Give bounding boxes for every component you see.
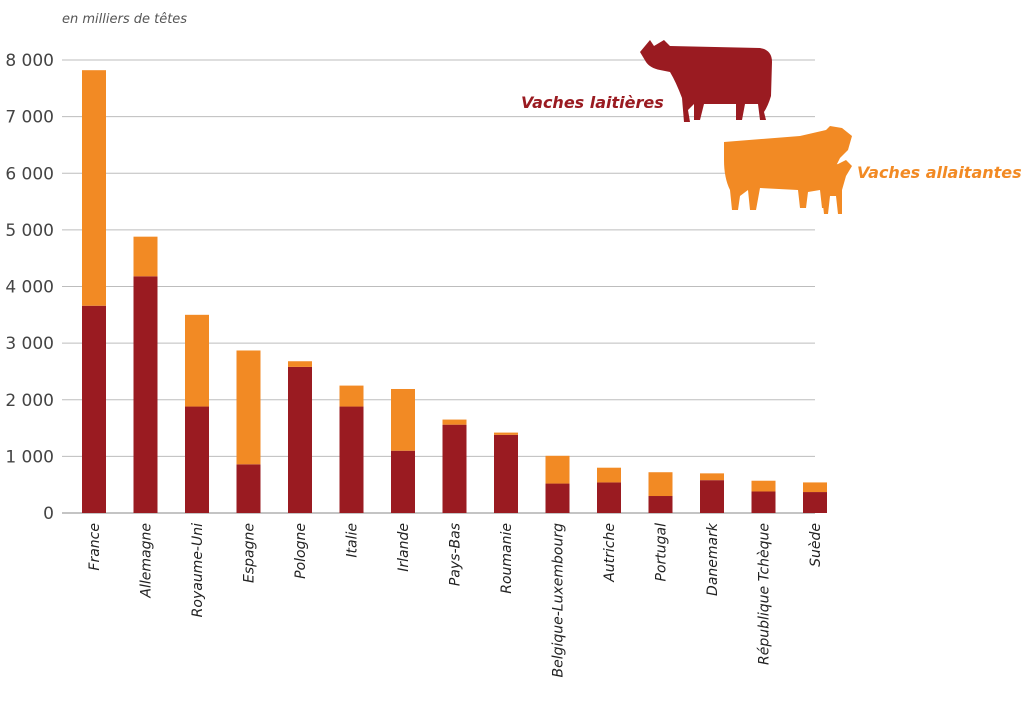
x-tick-label: Danemark <box>705 522 721 596</box>
y-axis: 0 1 000 2 000 3 000 4 000 5 000 6 000 7 000 8 00… <box>5 51 54 524</box>
bar-dairy <box>442 424 467 513</box>
bar-dairy <box>288 366 312 513</box>
bar-dairy <box>545 483 570 513</box>
bar-dairy <box>82 305 106 513</box>
y-tick-label: 0 <box>43 504 54 524</box>
x-tick-label: France <box>87 523 103 571</box>
x-tick-label: Belgique-Luxembourg <box>551 523 567 678</box>
bar-suckler <box>185 314 209 407</box>
gridlines <box>62 59 815 514</box>
legend-dairy-cows: Vaches laitières <box>521 93 664 112</box>
bar-dairy <box>236 464 261 513</box>
bar-suckler <box>597 467 621 483</box>
bar-suckler <box>236 350 261 465</box>
y-tick-label: 7 000 <box>5 108 54 128</box>
bar-suckler <box>700 473 724 481</box>
bar-dairy <box>339 406 364 513</box>
bar-dairy <box>700 480 724 513</box>
bar-dairy <box>185 406 209 513</box>
legend-suckler-cows: Vaches allaitantes <box>857 163 1022 182</box>
x-tick-label: Allemagne <box>139 523 155 599</box>
suckler-cow-icon <box>724 126 852 214</box>
x-tick-label: Roumanie <box>499 523 515 594</box>
x-tick-label: Italie <box>345 523 361 558</box>
bar-suckler <box>751 480 776 492</box>
bar-dairy <box>648 496 673 513</box>
x-tick-label: Autriche <box>602 523 618 583</box>
y-unit-label: en milliers de têtes <box>62 12 188 27</box>
x-tick-label: Pays-Bas <box>448 523 464 586</box>
bar-dairy <box>494 434 518 513</box>
x-tick-label: Espagne <box>242 523 258 583</box>
y-tick-label: 6 000 <box>5 164 54 184</box>
bar-dairy <box>751 491 776 513</box>
y-tick-label: 3 000 <box>5 334 54 354</box>
bar-suckler <box>288 361 312 367</box>
bar-dairy <box>133 276 158 513</box>
dairy-cow-icon <box>640 40 772 122</box>
bar-suckler <box>339 385 364 407</box>
y-tick-label: 8 000 <box>5 51 54 71</box>
x-tick-label: Royaume-Uni <box>190 523 206 617</box>
x-tick-label: République Tchèque <box>757 523 773 665</box>
x-tick-label: Suède <box>808 523 824 567</box>
bar-suckler <box>545 455 570 484</box>
x-tick-label: Portugal <box>654 523 670 582</box>
y-tick-label: 1 000 <box>5 447 54 467</box>
bar-suckler <box>133 236 158 277</box>
bar-dairy <box>597 482 621 513</box>
bar-dairy <box>803 492 827 513</box>
bar-suckler <box>442 419 467 425</box>
x-tick-label: Pologne <box>293 523 309 579</box>
bar-suckler <box>391 388 415 451</box>
bar-suckler <box>82 70 106 306</box>
y-tick-label: 4 000 <box>5 278 54 298</box>
bar-suckler <box>648 472 673 497</box>
bar-suckler <box>494 432 518 435</box>
y-tick-label: 2 000 <box>5 391 54 411</box>
y-tick-label: 5 000 <box>5 221 54 241</box>
x-tick-label: Irlande <box>396 523 412 572</box>
x-axis: France Allemagne Royaume-Uni Espagne Pologne… <box>87 522 824 677</box>
bar-dairy <box>391 450 415 513</box>
bars <box>82 70 827 513</box>
bar-suckler <box>803 482 827 493</box>
